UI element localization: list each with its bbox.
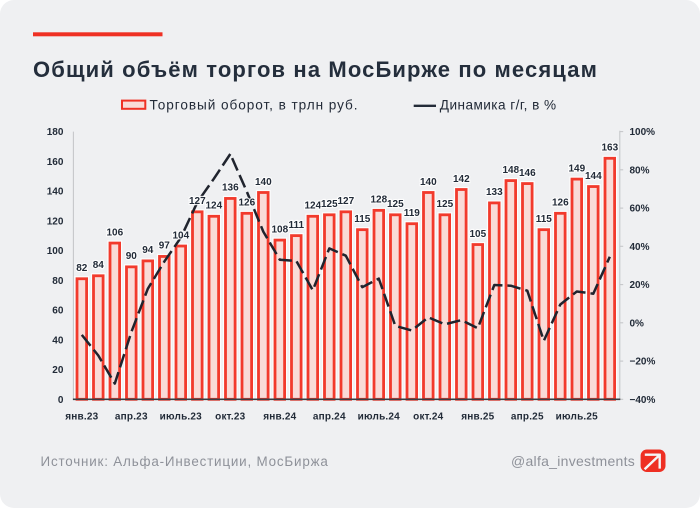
svg-text:127: 127 — [337, 196, 354, 207]
svg-text:108: 108 — [271, 224, 288, 235]
svg-text:140: 140 — [255, 177, 272, 188]
svg-text:125: 125 — [387, 199, 404, 210]
svg-text:126: 126 — [238, 198, 255, 209]
svg-text:20: 20 — [52, 365, 64, 376]
svg-text:84: 84 — [93, 260, 105, 271]
svg-text:апр.23: апр.23 — [115, 412, 148, 423]
svg-text:янв.25: янв.25 — [461, 412, 494, 423]
svg-text:106: 106 — [106, 227, 123, 238]
svg-text:149: 149 — [568, 163, 585, 174]
svg-text:105: 105 — [469, 229, 486, 240]
svg-text:Динамика г/г, в %: Динамика г/г, в % — [440, 98, 557, 113]
svg-text:Источник: Альфа-Инвестиции, Мо: Источник: Альфа-Инвестиции, МосБиржа — [41, 454, 329, 469]
svg-text:40%: 40% — [630, 242, 650, 253]
svg-text:−20%: −20% — [630, 357, 656, 368]
svg-text:июль.24: июль.24 — [358, 412, 400, 423]
svg-text:90: 90 — [126, 251, 138, 262]
svg-text:20%: 20% — [630, 280, 650, 291]
svg-text:140: 140 — [47, 187, 64, 198]
svg-text:144: 144 — [585, 171, 602, 182]
svg-text:104: 104 — [172, 230, 189, 241]
svg-text:115: 115 — [354, 214, 371, 225]
svg-text:янв.24: янв.24 — [263, 412, 296, 423]
svg-text:127: 127 — [189, 196, 206, 207]
svg-text:60%: 60% — [630, 204, 650, 215]
svg-text:119: 119 — [404, 208, 421, 219]
svg-text:0%: 0% — [630, 318, 645, 329]
svg-text:160: 160 — [47, 157, 64, 168]
svg-text:@alfa_investments: @alfa_investments — [511, 453, 635, 469]
svg-text:180: 180 — [47, 127, 64, 138]
svg-text:146: 146 — [519, 168, 536, 179]
svg-text:140: 140 — [420, 177, 437, 188]
svg-text:40: 40 — [52, 335, 64, 346]
svg-text:0: 0 — [58, 395, 64, 406]
svg-text:115: 115 — [536, 214, 553, 225]
svg-text:окт.24: окт.24 — [413, 412, 443, 423]
svg-text:60: 60 — [52, 306, 64, 317]
svg-text:126: 126 — [552, 198, 569, 209]
svg-text:−40%: −40% — [630, 395, 656, 406]
svg-text:125: 125 — [321, 199, 338, 210]
svg-text:апр.25: апр.25 — [511, 412, 544, 423]
svg-text:142: 142 — [453, 174, 470, 185]
svg-text:148: 148 — [502, 165, 519, 176]
svg-text:125: 125 — [436, 199, 453, 210]
svg-text:Общий объём торгов на МосБирже: Общий объём торгов на МосБирже по месяца… — [33, 57, 598, 82]
svg-text:163: 163 — [601, 143, 618, 154]
svg-text:янв.23: янв.23 — [65, 412, 98, 423]
svg-text:окт.23: окт.23 — [215, 412, 245, 423]
svg-text:июль.25: июль.25 — [556, 412, 598, 423]
svg-text:82: 82 — [76, 263, 88, 274]
svg-text:136: 136 — [222, 183, 239, 194]
svg-text:Торговый оборот, в трлн руб.: Торговый оборот, в трлн руб. — [150, 98, 359, 113]
svg-text:111: 111 — [289, 220, 305, 231]
svg-text:80%: 80% — [630, 165, 650, 176]
svg-text:128: 128 — [370, 195, 387, 206]
svg-text:100%: 100% — [630, 127, 656, 138]
svg-text:94: 94 — [142, 245, 154, 256]
svg-text:100: 100 — [47, 246, 64, 257]
svg-text:97: 97 — [159, 241, 171, 252]
svg-text:июль.23: июль.23 — [160, 412, 202, 423]
svg-text:80: 80 — [52, 276, 64, 287]
svg-text:124: 124 — [304, 201, 321, 212]
svg-text:120: 120 — [47, 216, 64, 227]
svg-text:апр.24: апр.24 — [313, 412, 346, 423]
svg-text:124: 124 — [205, 201, 222, 212]
svg-text:133: 133 — [486, 187, 503, 198]
